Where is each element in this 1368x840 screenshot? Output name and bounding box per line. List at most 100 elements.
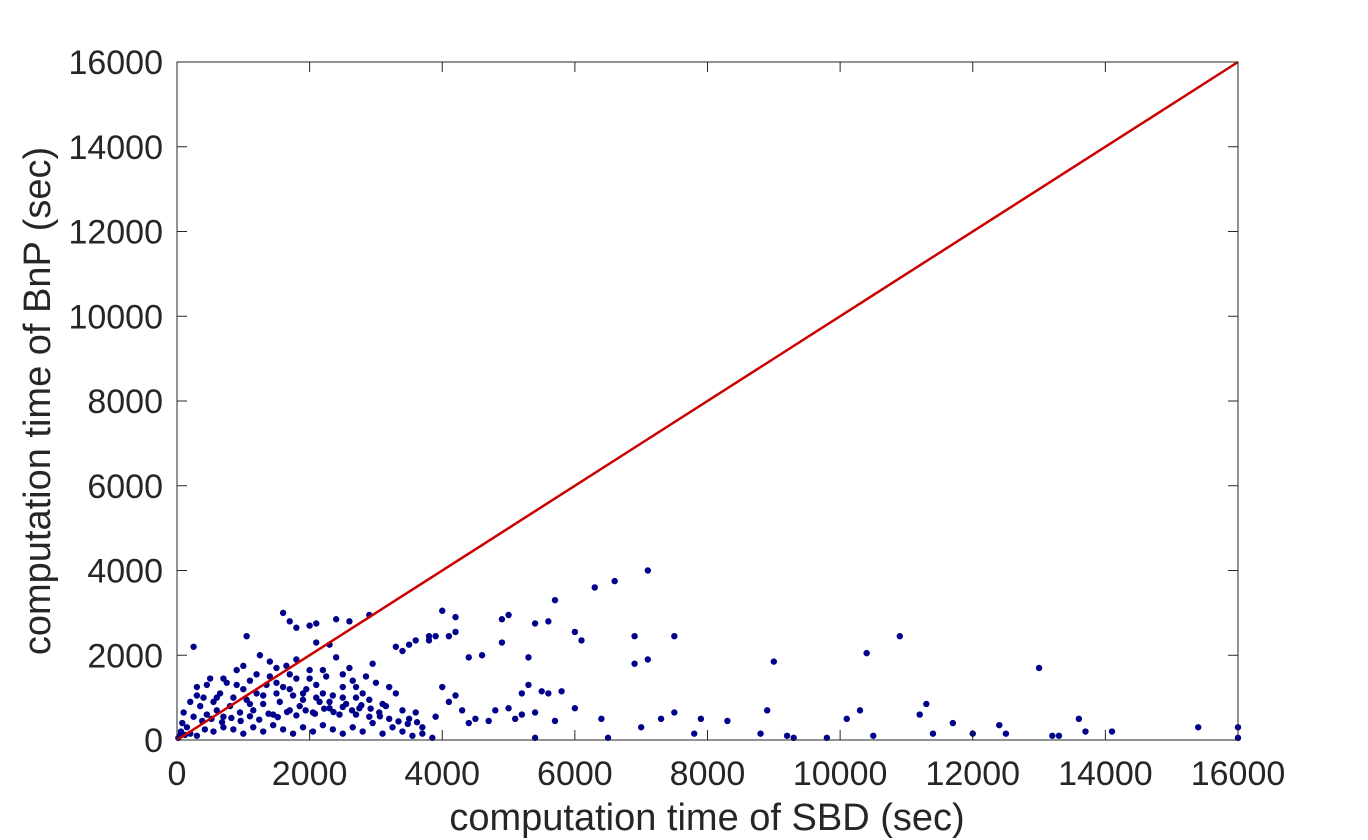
scatter-point [233, 681, 240, 689]
scatter-point [313, 694, 320, 701]
scatter-point [1108, 728, 1116, 735]
scatter-point [283, 708, 291, 716]
scatter-point [230, 694, 237, 701]
scatter-point [691, 730, 698, 737]
scatter-point [545, 690, 552, 697]
scatter-point [233, 666, 240, 674]
scatter-point [293, 712, 300, 719]
scatter-point [770, 658, 778, 665]
scatter-point [359, 690, 366, 697]
scatter-point [323, 673, 330, 680]
y-tick-label: 10000 [68, 298, 163, 336]
scatter-point [439, 607, 446, 614]
scatter-point [505, 611, 512, 619]
scatter-point [598, 715, 605, 723]
y-tick-label: 12000 [68, 214, 163, 252]
scatter-point [193, 732, 201, 739]
scatter-point [250, 724, 257, 731]
scatter-point [293, 656, 300, 663]
scatter-point [413, 719, 421, 726]
scatter-point [306, 622, 313, 629]
scatter-point [671, 632, 678, 640]
scatter-point [790, 734, 797, 742]
scatter-point [329, 726, 337, 733]
scatter-point [578, 637, 585, 644]
x-tick-label: 4000 [404, 755, 480, 793]
x-tick-label: 10000 [793, 755, 888, 793]
scatter-point [266, 673, 274, 680]
y-tick-label: 2000 [87, 637, 163, 675]
scatter-point [309, 728, 317, 735]
scatter-point [419, 730, 426, 737]
scatter-point [452, 628, 459, 636]
scatter-point [250, 707, 257, 714]
scatter-point [432, 713, 439, 720]
scatter-point [929, 730, 937, 737]
scatter-point [1002, 730, 1010, 737]
scatter-point [525, 681, 532, 689]
scatter-point [571, 628, 579, 636]
scatter-point [419, 724, 426, 731]
scatter-point [518, 690, 526, 697]
scatter-point [253, 671, 260, 678]
scatter-point [763, 707, 771, 714]
scatter-point [319, 721, 327, 729]
scatter-point [306, 675, 313, 682]
scatter-point [352, 711, 360, 718]
scatter-point [359, 728, 366, 735]
scatter-point [266, 658, 274, 665]
scatter-point [425, 637, 433, 644]
scatter-point [326, 698, 333, 706]
scatter-point [220, 675, 227, 682]
scatter-point [392, 690, 400, 697]
scatter-point [253, 690, 260, 697]
scatter-point [591, 584, 598, 591]
scatter-point [545, 618, 552, 625]
scatter-point [538, 688, 545, 695]
scatter-point [352, 694, 360, 701]
scatter-points [175, 567, 1242, 742]
scatter-point [452, 613, 459, 621]
scatter-point [498, 639, 506, 646]
y-axis-label: computation time of BnP (sec) [17, 147, 59, 655]
scatter-point [279, 683, 287, 691]
scatter-point [276, 698, 283, 706]
scatter-point [478, 652, 486, 659]
scatter-point [429, 734, 436, 742]
scatter-point [193, 683, 201, 691]
scatter-point [367, 705, 374, 712]
scatter-point [213, 694, 220, 701]
scatter-point [697, 715, 705, 723]
scatter-point [439, 683, 446, 691]
x-axis-label: computation time of SBD (sec) [449, 797, 964, 839]
scatter-point [296, 702, 303, 710]
scatter-point [631, 660, 638, 667]
y-tick-label: 8000 [87, 383, 163, 421]
scatter-point [1075, 715, 1083, 723]
scatter-point [269, 721, 277, 729]
scatter-point [330, 708, 337, 716]
scatter-point [283, 662, 290, 670]
scatter-point [404, 720, 411, 728]
scatter-point [405, 715, 413, 723]
scatter-point [525, 654, 532, 661]
scatter-point [220, 724, 227, 731]
y-tick-label: 16000 [68, 44, 163, 82]
scatter-point [179, 719, 186, 727]
scatter-point [274, 713, 281, 721]
scatter-point [399, 728, 406, 735]
scatter-point [240, 730, 247, 737]
scatter-point [492, 707, 499, 714]
scatter-point [336, 711, 343, 718]
scatter-point [273, 679, 280, 686]
scatter-point [923, 700, 930, 708]
scatter-point [293, 675, 300, 682]
scatter-point [389, 724, 396, 731]
scatter-point [863, 649, 870, 657]
scatter-point [339, 683, 346, 691]
scatter-point [352, 683, 360, 691]
scatter-point [458, 707, 466, 714]
scatter-point [265, 710, 272, 717]
scatter-point [236, 709, 244, 716]
